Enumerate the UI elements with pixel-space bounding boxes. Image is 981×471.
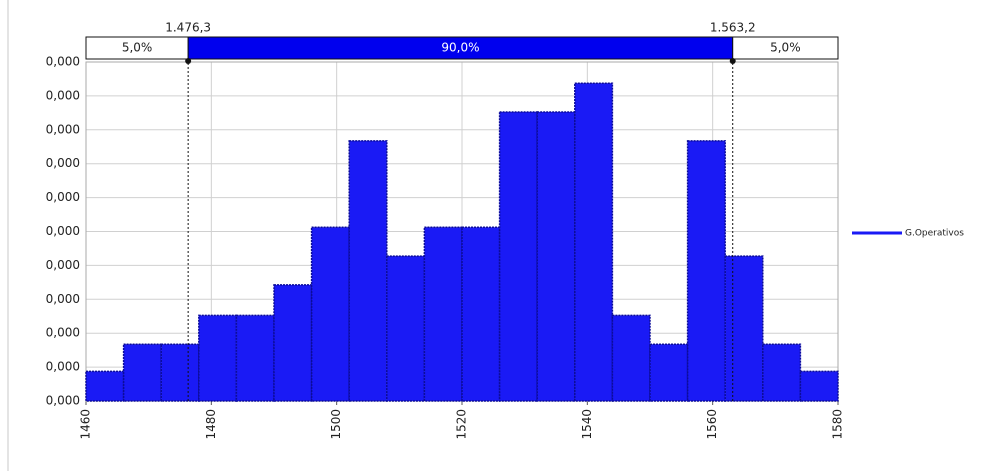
x-tick-label: 1460 (79, 409, 93, 440)
histogram-bar (799, 370, 839, 402)
histogram-bar (536, 111, 576, 402)
y-tick-label: 0,000 (46, 88, 80, 102)
histogram-bar (310, 226, 350, 402)
x-tick-label: 1560 (705, 409, 719, 440)
histogram-bar (461, 226, 501, 402)
y-tick-label: 0,000 (46, 394, 80, 408)
histogram-bar (574, 82, 614, 402)
y-tick-label: 0,000 (46, 190, 80, 204)
x-tick-label: 1480 (204, 409, 218, 440)
histogram-bar (122, 343, 162, 402)
x-tick-label: 1580 (831, 409, 845, 440)
histogram-bar (724, 255, 764, 402)
y-tick-label: 0,000 (46, 292, 80, 306)
x-tick-label: 1500 (329, 409, 343, 440)
histogram-bar (649, 343, 689, 402)
x-tick-label: 1520 (455, 409, 469, 440)
y-tick-label: 0,000 (46, 360, 80, 374)
y-tick-label: 0,000 (46, 326, 80, 340)
band-label: 90,0% (441, 41, 479, 55)
histogram-bar (423, 226, 463, 402)
legend-label: G.Operativos (905, 229, 964, 239)
histogram-bar (686, 140, 726, 402)
histogram-bar (85, 370, 125, 402)
percentile-band (732, 36, 839, 60)
marker-dot (185, 58, 192, 64)
histogram-bar (498, 111, 538, 402)
histogram-bar (273, 284, 313, 402)
y-tick-label: 0,000 (46, 224, 80, 238)
histogram-bar (762, 343, 802, 402)
marker-dot (729, 58, 736, 64)
histogram-bar (611, 314, 651, 402)
marker-label: 1.476,3 (165, 21, 211, 35)
y-tick-label: 0,000 (46, 55, 80, 69)
histogram-bar (348, 140, 388, 402)
histogram-bar (160, 343, 200, 402)
histogram-bar (235, 314, 275, 402)
x-tick-label: 1540 (580, 409, 594, 440)
histogram-bar (386, 255, 426, 402)
y-tick-label: 0,000 (46, 258, 80, 272)
y-tick-label: 0,000 (46, 156, 80, 170)
y-tick-label: 0,000 (46, 122, 80, 136)
band-label: 5,0% (770, 41, 801, 55)
band-label: 5,0% (122, 41, 153, 55)
marker-label: 1.563,2 (710, 21, 756, 35)
histogram-bar (198, 314, 238, 402)
